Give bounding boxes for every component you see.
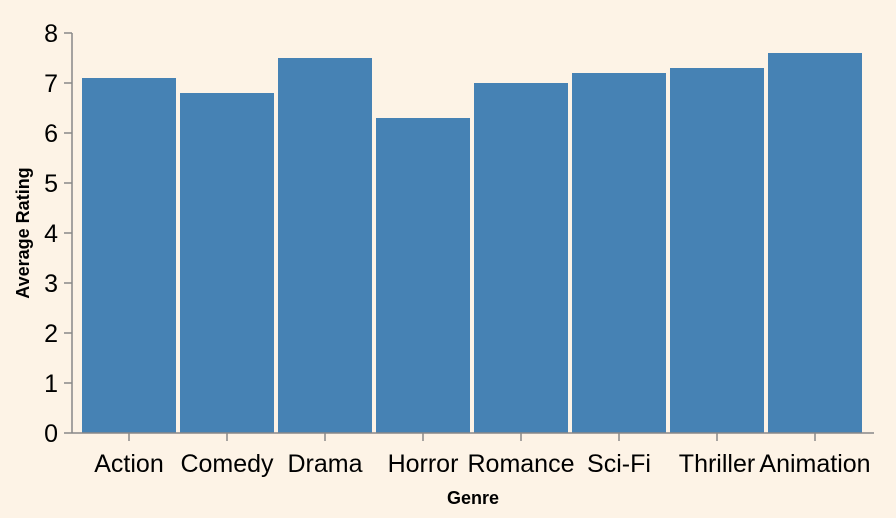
x-tick-label-drama: Drama [287,450,362,478]
bar-thriller [670,68,764,433]
y-tick-label: 0 [44,420,58,448]
y-tick-label: 7 [44,70,58,98]
x-tick-label-action: Action [94,450,163,478]
x-axis-title: Genre [447,488,499,508]
bar-sci-fi [572,73,666,433]
bar-animation [768,53,862,433]
bar-action [82,78,176,433]
x-tick-label-thriller: Thriller [679,450,755,478]
y-axis: 0 1 2 3 4 5 6 7 8 [44,20,73,448]
y-tick-label: 5 [44,170,58,198]
y-tick-label: 4 [44,220,58,248]
x-tick-label-animation: Animation [759,450,870,478]
bars-layer [82,53,862,433]
x-tick-label-sci-fi: Sci-Fi [587,450,651,478]
y-tick-label: 8 [44,20,58,48]
y-tick-label: 2 [44,320,58,348]
y-tick-label: 3 [44,270,58,298]
x-tick-label-comedy: Comedy [180,450,274,478]
bar-comedy [180,93,274,433]
x-axis: Action Comedy Drama Horror Romance Sci-Fi Thri… [72,432,874,478]
y-axis-title: Average Rating [13,167,33,298]
x-tick-label-horror: Horror [388,450,459,478]
y-tick-label: 1 [44,370,58,398]
y-tick-label: 6 [44,120,58,148]
bar-drama [278,58,372,433]
x-tick-label-romance: Romance [468,450,575,478]
bar-horror [376,118,470,433]
bar-romance [474,83,568,433]
